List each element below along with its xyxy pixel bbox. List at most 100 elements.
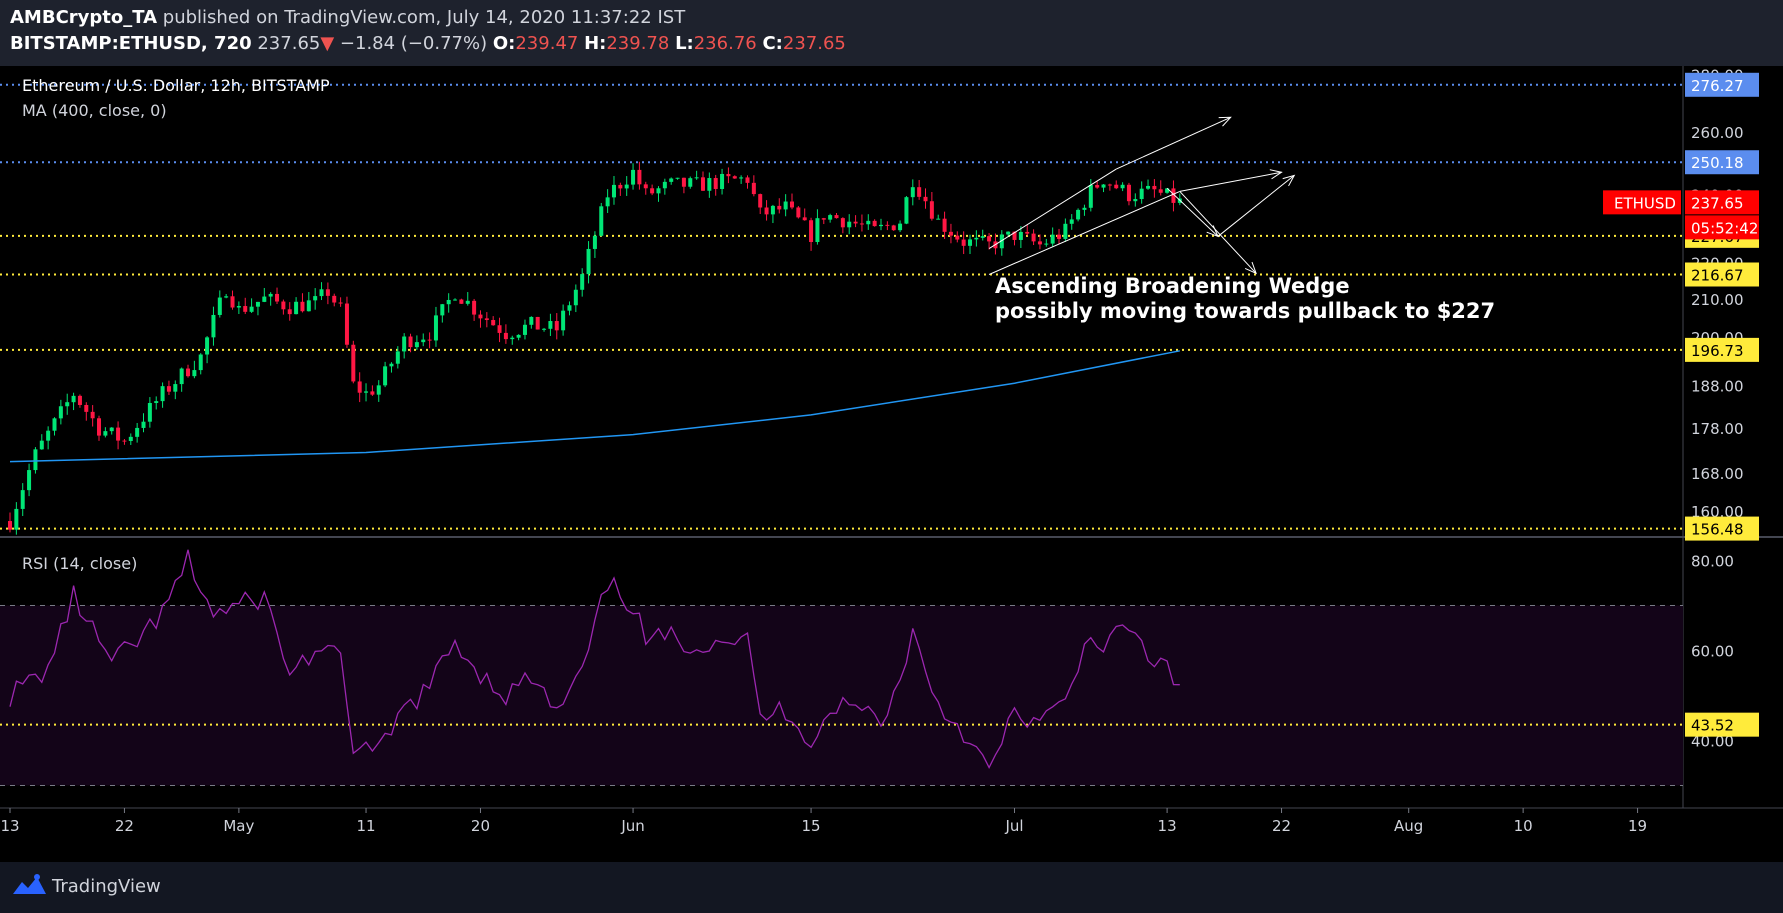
candle — [217, 290, 222, 318]
time-tick: Jun — [620, 817, 644, 835]
high-value: 239.78 — [606, 33, 670, 54]
wedge-line — [988, 168, 1117, 249]
candle — [611, 176, 616, 205]
candle-body — [681, 177, 686, 187]
last-price: 237.65 — [257, 33, 321, 54]
candle — [631, 163, 636, 190]
candle-body — [1037, 241, 1042, 245]
candle-body — [275, 293, 280, 302]
ohlc-line: BITSTAMP:ETHUSD, 720 237.65▼ −1.84 (−0.7… — [10, 33, 846, 54]
time-tick: 10 — [1514, 817, 1533, 835]
candle-body — [637, 169, 642, 185]
candle — [1057, 228, 1062, 245]
candle-body — [1095, 185, 1100, 188]
candle — [1012, 231, 1017, 246]
candle-body — [230, 296, 235, 308]
candle-body — [529, 316, 534, 325]
last-price-label-bg — [1685, 190, 1759, 215]
candle — [166, 380, 171, 395]
candle — [27, 463, 32, 497]
candle — [8, 512, 12, 533]
candle-body — [332, 295, 337, 303]
candle — [275, 287, 280, 305]
candle-body — [904, 197, 909, 224]
candle-body — [726, 173, 731, 177]
candle — [414, 335, 419, 350]
candle — [281, 299, 286, 315]
price-chart[interactable]: 280.00260.00240.00220.00210.00200.00188.… — [0, 66, 1783, 862]
candle — [236, 301, 241, 314]
candle-body — [281, 301, 286, 310]
candle — [751, 175, 756, 197]
chart-header: AMBCrypto_TA published on TradingView.co… — [0, 0, 1783, 66]
candle-body — [535, 316, 540, 330]
candle-body — [173, 384, 178, 392]
candle-body — [135, 427, 140, 437]
wedge-arrow — [1217, 174, 1295, 237]
candle — [745, 175, 750, 189]
candle-body — [732, 176, 737, 179]
candle-body — [669, 178, 674, 182]
candle-body — [1031, 233, 1036, 242]
candle — [325, 282, 330, 305]
candle — [567, 301, 572, 316]
footer: TradingView — [0, 862, 1783, 913]
countdown-label-bg — [1685, 215, 1759, 240]
candle — [186, 364, 191, 378]
candle-body — [611, 184, 616, 198]
candle — [52, 417, 57, 436]
candle — [421, 333, 426, 347]
candle — [961, 231, 966, 255]
level-label-bg — [1685, 150, 1759, 175]
candle — [453, 298, 458, 301]
candle-body — [758, 194, 763, 208]
candle — [510, 335, 515, 345]
candle — [828, 213, 833, 223]
candle-body — [39, 440, 44, 450]
open-label: O: — [492, 33, 516, 54]
candle — [929, 191, 934, 221]
candle-body — [300, 301, 305, 312]
candle-body — [383, 366, 388, 386]
candle — [681, 177, 686, 194]
candle-body — [313, 296, 318, 301]
candle-body — [840, 218, 845, 228]
candle — [1101, 184, 1106, 193]
candle-body — [1050, 234, 1055, 244]
candle — [713, 174, 718, 196]
candle-body — [33, 449, 38, 471]
candle — [319, 282, 324, 301]
candle — [1158, 180, 1163, 196]
candle — [898, 220, 903, 233]
candle-body — [122, 440, 127, 442]
candle-body — [751, 182, 756, 195]
candle-body — [764, 207, 769, 215]
axis-bg — [1683, 66, 1783, 808]
candle — [637, 161, 642, 190]
high-label: H: — [584, 33, 607, 54]
tradingview-brand[interactable]: TradingView — [52, 876, 161, 897]
candle — [77, 394, 82, 408]
candle — [853, 215, 858, 228]
level-label: 276.27 — [1691, 77, 1744, 95]
candle — [1133, 193, 1138, 207]
tradingview-logo-icon[interactable] — [12, 874, 48, 896]
candle — [936, 214, 941, 220]
ma-indicator-label: MA (400, close, 0) — [22, 101, 167, 120]
level-lines — [0, 83, 1683, 530]
candle — [262, 287, 267, 303]
candle — [141, 413, 146, 433]
candle-body — [1101, 184, 1106, 188]
candle-body — [97, 418, 102, 436]
candle-body — [465, 300, 470, 304]
candle-body — [631, 169, 636, 185]
candle-body — [344, 303, 349, 345]
candle-body — [656, 188, 661, 194]
rsi-title: RSI (14, close) — [22, 554, 137, 573]
rsi-tick: 60.00 — [1691, 643, 1734, 661]
candle — [726, 167, 731, 184]
author-name[interactable]: AMBCrypto_TA — [10, 7, 158, 28]
candle — [599, 202, 604, 237]
candle-body — [65, 402, 70, 407]
candle — [866, 214, 871, 230]
